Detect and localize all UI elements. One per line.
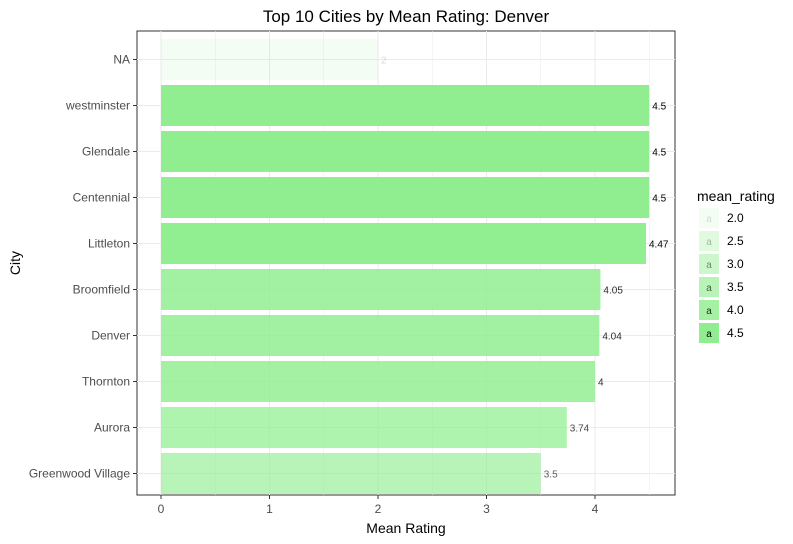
y-tick-label: Centennial: [73, 191, 130, 205]
data-label: 4.05: [603, 286, 623, 297]
legend-key-glyph: a: [706, 329, 712, 340]
legend-label: 2.5: [727, 234, 744, 248]
bar: [161, 177, 650, 218]
x-axis-title: Mean Rating: [366, 520, 445, 536]
x-tick-label: 2: [375, 502, 382, 516]
legend-key-glyph: a: [706, 214, 712, 225]
legend-key: [699, 254, 719, 274]
x-tick-label: 0: [158, 502, 165, 516]
legend-key: [699, 300, 719, 320]
legend-key: [699, 231, 719, 251]
legend-label: 4.0: [727, 303, 744, 317]
data-labels: 2 4.5 4.5 4.5 4.47 4.05 4.04 4 3.74 3.5: [381, 56, 669, 481]
data-label: 2: [381, 56, 387, 67]
data-label: 4: [598, 378, 604, 389]
data-label: 4.5: [652, 102, 666, 113]
legend-label: 2.0: [727, 211, 744, 225]
data-label: 4.04: [602, 332, 622, 343]
y-tick-label: Thornton: [82, 375, 130, 389]
legend-label: 3.0: [727, 257, 744, 271]
legend-label: 4.5: [727, 326, 744, 340]
y-tick-label: Denver: [91, 329, 130, 343]
y-tick-label: Littleton: [88, 237, 130, 251]
data-label: 3.5: [544, 470, 558, 481]
bar: [161, 315, 600, 356]
x-tick-label: 4: [592, 502, 599, 516]
y-axis: NA westminster Glendale Centennial Littleton…: [29, 53, 137, 481]
y-tick-label: Aurora: [94, 421, 130, 435]
data-label: 3.74: [570, 424, 590, 435]
x-tick-label: 3: [483, 502, 490, 516]
data-label: 4.5: [652, 148, 666, 159]
bar: [161, 39, 378, 80]
legend-key: [699, 208, 719, 228]
bar: [161, 269, 601, 310]
bar: [161, 85, 650, 126]
bars: [161, 39, 650, 494]
x-tick-label: 1: [266, 502, 273, 516]
legend-title: mean_rating: [697, 188, 775, 204]
y-tick-label: Glendale: [82, 145, 130, 159]
bar: [161, 131, 650, 172]
bar: [161, 407, 567, 448]
legend-label: 3.5: [727, 280, 744, 294]
legend-key: [699, 323, 719, 343]
y-axis-title: City: [7, 251, 23, 275]
bar: [161, 361, 595, 402]
y-tick-label: Broomfield: [73, 283, 130, 297]
legend-key-glyph: a: [706, 260, 712, 271]
bar: [161, 223, 646, 264]
legend-key-glyph: a: [706, 283, 712, 294]
y-tick-label: westminster: [65, 99, 130, 113]
data-label: 4.47: [649, 240, 669, 251]
y-tick-label: Greenwood Village: [29, 467, 131, 481]
chart-title: Top 10 Cities by Mean Rating: Denver: [263, 7, 550, 26]
x-axis: 0 1 2 3 4: [158, 495, 599, 516]
legend-key-glyph: a: [706, 237, 712, 248]
bar: [161, 453, 541, 494]
y-tick-label: NA: [113, 53, 130, 67]
legend-key-glyph: a: [706, 306, 712, 317]
legend-key: [699, 277, 719, 297]
legend: mean_rating a 2.0 a 2.5 a 3.0 a 3.5 a 4.0 a 4.5: [697, 188, 775, 343]
data-label: 4.5: [652, 194, 666, 205]
